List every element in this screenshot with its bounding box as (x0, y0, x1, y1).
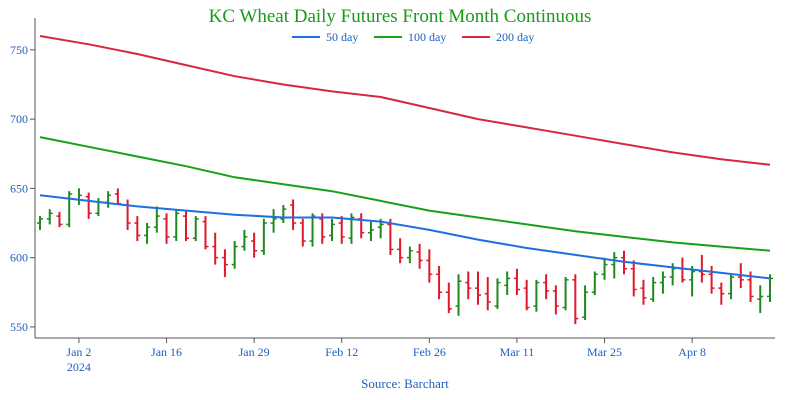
x-tick-label: Apr 8 (678, 345, 706, 359)
ohlc-bar (241, 229, 248, 251)
ohlc-bar (66, 191, 73, 228)
y-tick-label: 700 (10, 112, 28, 126)
ohlc-bar (367, 221, 374, 242)
ohlc-bar (192, 216, 199, 242)
ohlc-bar (552, 285, 559, 315)
ohlc-bar (767, 274, 773, 302)
y-tick-label: 750 (10, 43, 28, 57)
ohlc-bar (504, 271, 511, 296)
ohlc-bar (163, 213, 170, 244)
ohlc-bar (212, 232, 219, 265)
ohlc-bar (679, 257, 686, 283)
legend-label: 200 day (496, 30, 534, 44)
series-line-100-day (39, 136, 771, 252)
ohlc-bar (124, 199, 131, 230)
ohlc-bar (75, 188, 82, 206)
ohlc-bar (591, 271, 598, 296)
ohlc-bar (329, 218, 335, 242)
ohlc-bar (436, 265, 443, 300)
legend: 50 day 100 day 200 day (292, 30, 534, 44)
ohlc-bar (543, 274, 550, 300)
ohlc-bar (475, 271, 481, 305)
ohlc-bar (260, 218, 267, 255)
ohlc-bar (601, 257, 608, 280)
ohlc-bar (309, 213, 316, 247)
x-tick-label: Jan 29 (239, 345, 270, 359)
ohlc-bar (299, 218, 306, 247)
ohlc-bar (387, 218, 394, 255)
x-tick-label: Jan 2 (66, 345, 91, 359)
series-line-200-day (39, 35, 771, 166)
ohlc-bars (37, 188, 773, 325)
ohlc-bar (416, 243, 423, 269)
ohlc-bar (494, 278, 501, 309)
ohlc-bar (445, 282, 452, 314)
axes (34, 18, 775, 339)
ohlc-bar (202, 216, 209, 250)
ohlc-bar (183, 210, 189, 242)
ohlc-bar (114, 188, 121, 206)
x-tick-label: Mar 11 (500, 345, 535, 359)
ohlc-bar (689, 265, 696, 297)
ohlc-bar (572, 274, 579, 325)
ohlc-bar (338, 216, 345, 244)
ohlc-bar (231, 241, 238, 269)
ohlc-bar (173, 209, 180, 242)
ohlc-bar (465, 271, 472, 300)
ohlc-bar (153, 206, 160, 233)
ohlc-bar (348, 213, 355, 244)
ohlc-bar (134, 216, 141, 242)
x-tick-label: Feb 12 (325, 345, 358, 359)
ohlc-bar (650, 277, 657, 302)
ohlc-bar (630, 260, 637, 297)
ohlc-bar (406, 246, 413, 264)
y-tick-label: 600 (10, 251, 28, 265)
ohlc-bar (582, 285, 589, 320)
legend-label: 100 day (408, 30, 446, 44)
ohlc-bar (270, 209, 277, 233)
ohlc-bar (484, 277, 491, 311)
ohlc-bar (56, 211, 63, 228)
ohlc-bar (698, 254, 705, 283)
ohlc-bar (659, 271, 666, 294)
ohlc-bar (105, 191, 112, 208)
moving-average-lines (39, 35, 771, 280)
ohlc-bar (280, 205, 287, 224)
ohlc-bar (708, 265, 715, 294)
ohlc-bar (397, 238, 404, 264)
ohlc-bar (144, 223, 151, 244)
ohlc-bar (728, 274, 735, 300)
ohlc-bar (611, 252, 618, 279)
y-tick-label: 550 (10, 320, 28, 334)
ohlc-bar (46, 209, 53, 225)
y-tick-label: 650 (10, 181, 28, 195)
ohlc-bar (251, 232, 258, 258)
ohlc-bar (37, 216, 43, 230)
series-line-50-day (39, 194, 771, 280)
ohlc-bar (513, 268, 520, 296)
ohlc-bar (85, 192, 92, 219)
source-label: Source: Barchart (361, 376, 449, 391)
x-tick-label: Mar 25 (587, 345, 622, 359)
ohlc-bar (426, 249, 433, 283)
x-tick-sublabel: 2024 (67, 360, 91, 374)
y-axis-ticks: 550 600 650 700 750 (10, 43, 35, 334)
x-tick-label: Jan 16 (151, 345, 182, 359)
chart-title: KC Wheat Daily Futures Front Month Conti… (209, 6, 592, 27)
ohlc-bar (523, 279, 530, 311)
ohlc-bar (455, 274, 462, 316)
ohlc-bar (290, 199, 297, 230)
x-tick-label: Feb 26 (413, 345, 446, 359)
ohlc-bar (640, 279, 647, 305)
legend-label: 50 day (326, 30, 358, 44)
ohlc-bar (533, 279, 540, 312)
ohlc-bar (562, 277, 569, 311)
ohlc-bar (358, 213, 365, 239)
ohlc-bar (221, 249, 228, 278)
ohlc-bar (757, 285, 764, 314)
ohlc-bar (718, 282, 725, 305)
